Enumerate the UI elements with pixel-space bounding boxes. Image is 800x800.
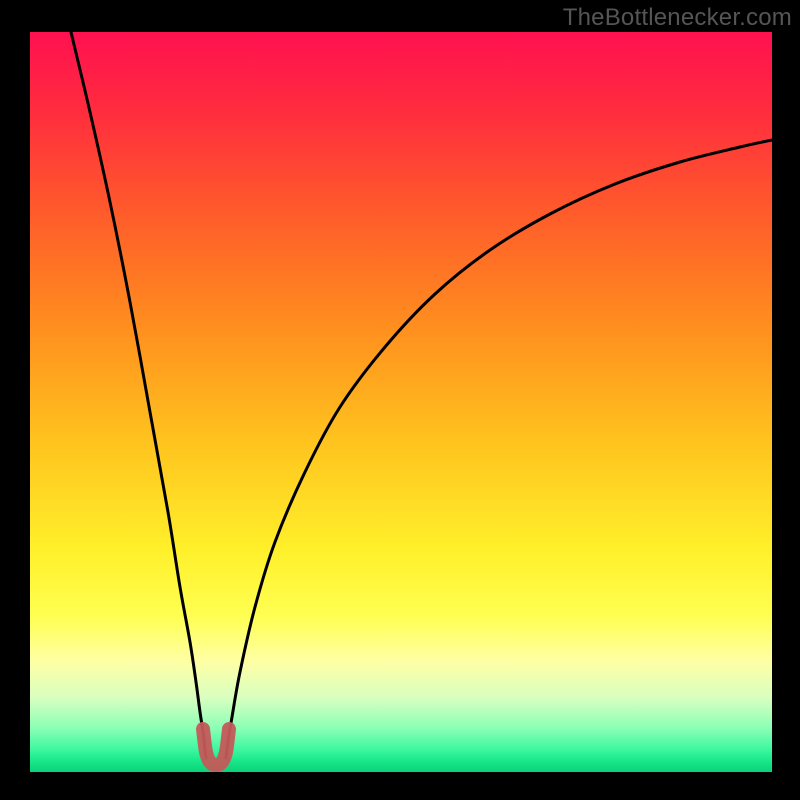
- minimum-marker: [203, 729, 229, 765]
- curve-left: [71, 32, 206, 758]
- watermark-text: TheBottlenecker.com: [563, 4, 792, 32]
- figure: TheBottlenecker.com: [0, 0, 800, 800]
- plot-area: [30, 32, 772, 772]
- curve-right: [226, 140, 772, 758]
- curves-layer: [30, 32, 772, 772]
